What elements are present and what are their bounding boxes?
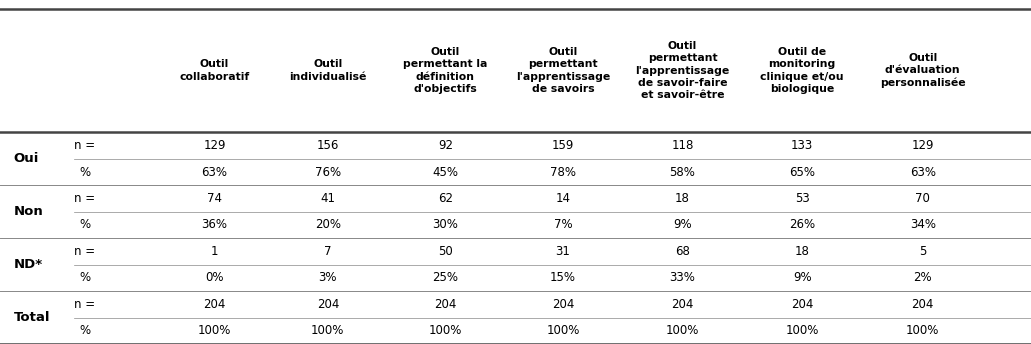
Text: 30%: 30%	[432, 218, 459, 232]
Text: 15%: 15%	[550, 271, 576, 284]
Text: 156: 156	[317, 139, 339, 152]
Text: 7%: 7%	[554, 218, 572, 232]
Text: 3%: 3%	[319, 271, 337, 284]
Text: 7: 7	[324, 245, 332, 258]
Text: 18: 18	[795, 245, 809, 258]
Text: 204: 204	[552, 298, 574, 311]
Text: 70: 70	[916, 192, 930, 205]
Text: 100%: 100%	[666, 324, 699, 337]
Text: 204: 204	[434, 298, 457, 311]
Text: 26%: 26%	[789, 218, 816, 232]
Text: 62: 62	[438, 192, 453, 205]
Text: 68: 68	[675, 245, 690, 258]
Text: 78%: 78%	[550, 165, 576, 179]
Text: 63%: 63%	[909, 165, 936, 179]
Text: Oui: Oui	[13, 152, 39, 165]
Text: 100%: 100%	[786, 324, 819, 337]
Text: 0%: 0%	[205, 271, 224, 284]
Text: 1: 1	[210, 245, 219, 258]
Text: ND*: ND*	[13, 258, 42, 271]
Text: Total: Total	[13, 311, 49, 324]
Text: Outil
permettant la
définition
d'objectifs: Outil permettant la définition d'objecti…	[403, 47, 488, 94]
Text: 25%: 25%	[432, 271, 459, 284]
Text: 50: 50	[438, 245, 453, 258]
Text: 100%: 100%	[429, 324, 462, 337]
Text: 45%: 45%	[432, 165, 459, 179]
Text: 129: 129	[911, 139, 934, 152]
Text: Outil
collaboratif: Outil collaboratif	[179, 59, 250, 82]
Text: %: %	[79, 271, 90, 284]
Text: %: %	[79, 324, 90, 337]
Text: 41: 41	[321, 192, 335, 205]
Text: 204: 204	[317, 298, 339, 311]
Text: 58%: 58%	[669, 165, 696, 179]
Text: 9%: 9%	[793, 271, 811, 284]
Text: n =: n =	[74, 298, 95, 311]
Text: n =: n =	[74, 139, 95, 152]
Text: Non: Non	[13, 205, 43, 218]
Text: 100%: 100%	[906, 324, 939, 337]
Text: 159: 159	[552, 139, 574, 152]
Text: 18: 18	[675, 192, 690, 205]
Text: 100%: 100%	[198, 324, 231, 337]
Text: 31: 31	[556, 245, 570, 258]
Text: 65%: 65%	[789, 165, 816, 179]
Text: Outil
individualisé: Outil individualisé	[289, 59, 367, 82]
Text: 204: 204	[671, 298, 694, 311]
Text: Outil
d'évaluation
personnalisée: Outil d'évaluation personnalisée	[879, 53, 966, 88]
Text: n =: n =	[74, 192, 95, 205]
Text: 2%: 2%	[913, 271, 932, 284]
Text: n =: n =	[74, 245, 95, 258]
Text: 92: 92	[438, 139, 453, 152]
Text: 63%: 63%	[201, 165, 228, 179]
Text: 76%: 76%	[314, 165, 341, 179]
Text: Outil
permettant
l'apprentissage
de savoirs: Outil permettant l'apprentissage de savo…	[516, 47, 610, 94]
Text: 34%: 34%	[909, 218, 936, 232]
Text: 74: 74	[207, 192, 222, 205]
Text: %: %	[79, 165, 90, 179]
Text: 133: 133	[791, 139, 813, 152]
Text: 53: 53	[795, 192, 809, 205]
Text: Outil
permettant
l'apprentissage
de savoir-faire
et savoir-être: Outil permettant l'apprentissage de savo…	[635, 41, 730, 100]
Text: 204: 204	[911, 298, 934, 311]
Text: 5: 5	[919, 245, 927, 258]
Text: 204: 204	[203, 298, 226, 311]
Text: 100%: 100%	[311, 324, 344, 337]
Text: 204: 204	[791, 298, 813, 311]
Text: 33%: 33%	[669, 271, 696, 284]
Text: 100%: 100%	[546, 324, 579, 337]
Text: 20%: 20%	[314, 218, 341, 232]
Text: 14: 14	[556, 192, 570, 205]
Text: Outil de
monitoring
clinique et/ou
biologique: Outil de monitoring clinique et/ou biolo…	[761, 47, 843, 94]
Text: 129: 129	[203, 139, 226, 152]
Text: 118: 118	[671, 139, 694, 152]
Text: %: %	[79, 218, 90, 232]
Text: 9%: 9%	[673, 218, 692, 232]
Text: 36%: 36%	[201, 218, 228, 232]
